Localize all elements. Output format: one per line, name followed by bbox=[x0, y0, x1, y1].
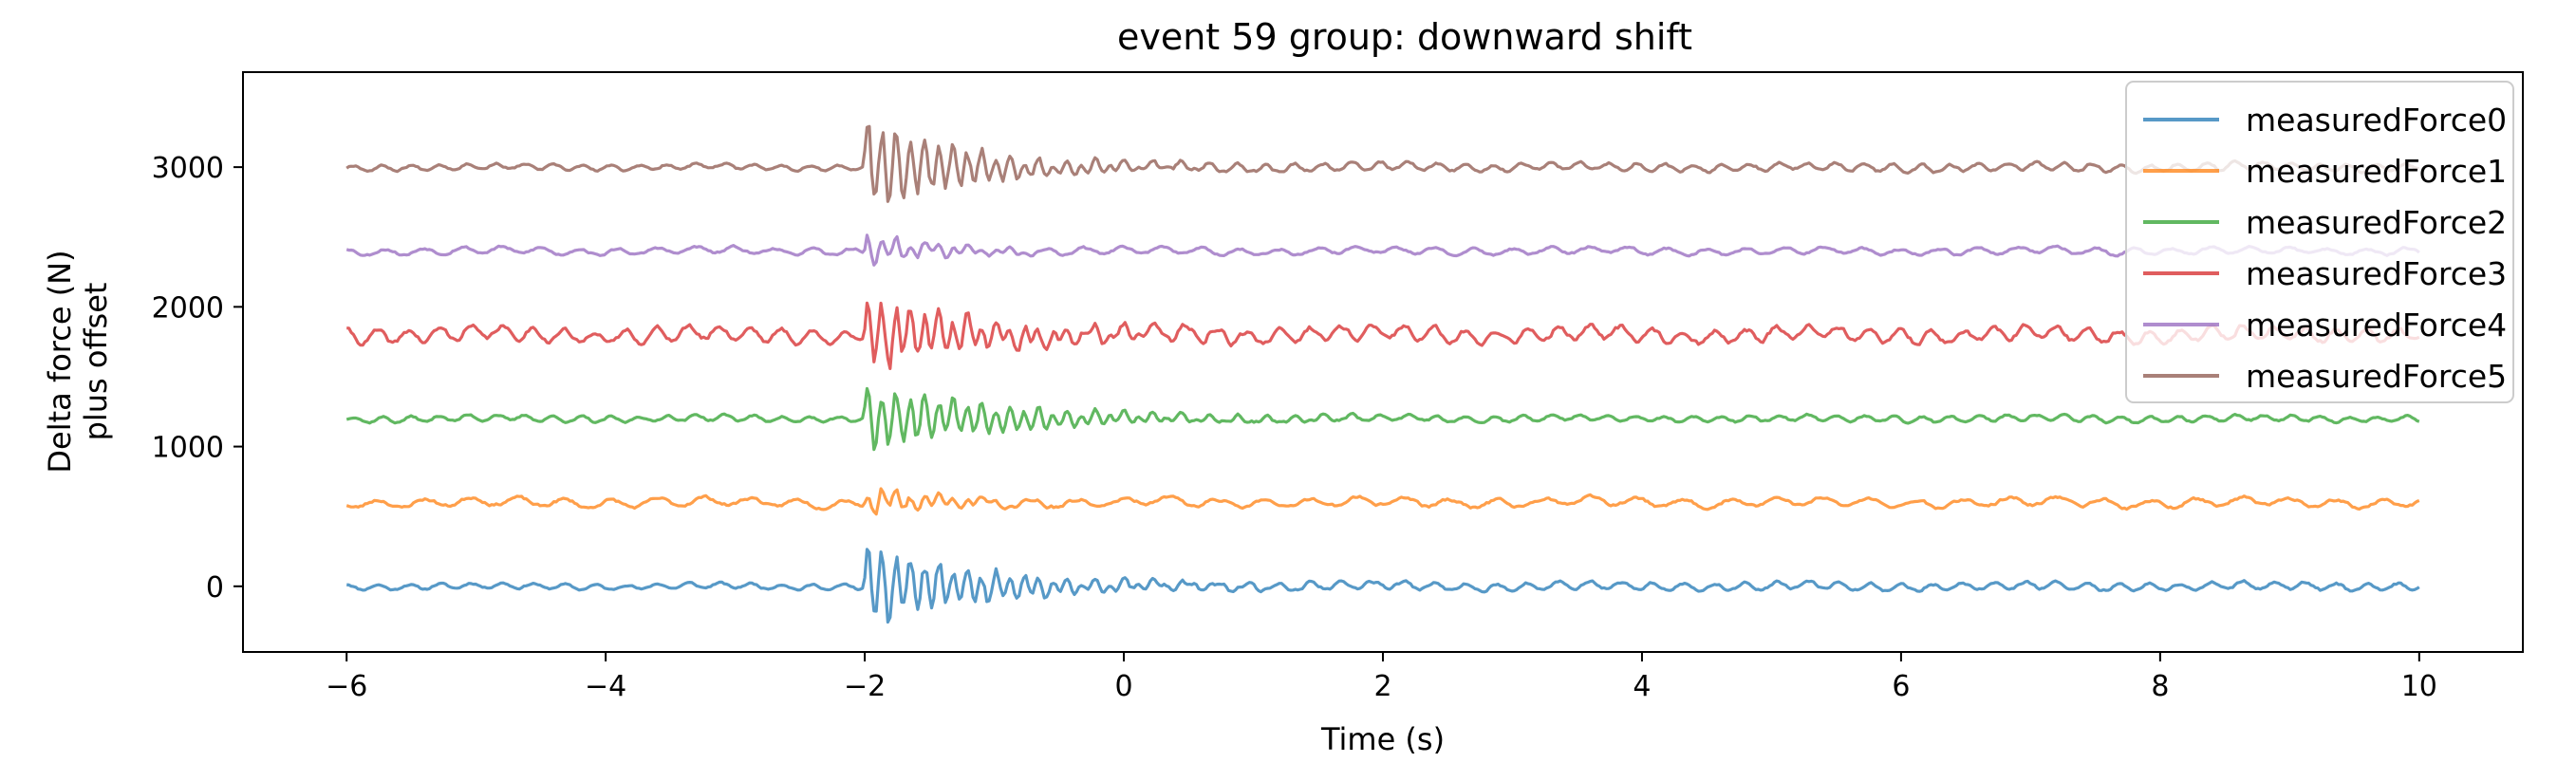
legend-box bbox=[2125, 81, 2514, 403]
y-axis: 0 1000 2000 3000 bbox=[152, 152, 243, 605]
x-tick-label: 6 bbox=[1892, 670, 1910, 703]
legend-items: measuredForce0 measuredForce1 measuredForc… bbox=[2143, 102, 2507, 395]
x-tick-label: 8 bbox=[2151, 670, 2169, 703]
legend: measuredForce0 measuredForce1 measuredForc… bbox=[2125, 81, 2514, 403]
x-tick-label: −6 bbox=[326, 670, 367, 703]
legend-entry: measuredForce1 bbox=[2246, 153, 2507, 190]
series-layer bbox=[345, 124, 2420, 624]
x-tick-label: 10 bbox=[2401, 670, 2437, 703]
legend-entry: measuredForce4 bbox=[2246, 307, 2507, 344]
x-axis: −6 −4 −2 0 2 4 6 8 10 bbox=[326, 652, 2437, 703]
y-axis-label-line2: plus offset bbox=[78, 283, 114, 441]
series-line-measuredForce0 bbox=[346, 548, 2420, 624]
x-tick-label: −2 bbox=[844, 670, 886, 703]
y-tick-label: 0 bbox=[206, 571, 224, 605]
legend-entry: measuredForce0 bbox=[2246, 102, 2507, 139]
series-line-measuredForce1 bbox=[345, 487, 2420, 516]
legend-entry: measuredForce2 bbox=[2246, 204, 2507, 241]
series-line-measuredForce5 bbox=[345, 124, 2419, 203]
y-tick-label: 1000 bbox=[152, 432, 224, 465]
y-axis-label-line1: Delta force (N) bbox=[42, 250, 78, 473]
chart-title: event 59 group: downward shift bbox=[1117, 16, 1692, 58]
x-tick-label: 0 bbox=[1114, 670, 1132, 703]
x-tick-label: 2 bbox=[1373, 670, 1391, 703]
series-line-measuredForce2 bbox=[345, 386, 2420, 452]
y-axis-label-group: Delta force (N) plus offset bbox=[42, 250, 114, 473]
y-tick-label: 3000 bbox=[152, 152, 224, 185]
series-line-measuredForce3 bbox=[346, 301, 2420, 370]
legend-entry: measuredForce5 bbox=[2246, 358, 2507, 395]
series-line-measuredForce4 bbox=[345, 233, 2420, 267]
x-tick-label: −4 bbox=[585, 670, 626, 703]
y-tick-label: 2000 bbox=[152, 291, 224, 325]
legend-entry: measuredForce3 bbox=[2246, 255, 2507, 292]
x-tick-label: 4 bbox=[1633, 670, 1651, 703]
x-axis-label: Time (s) bbox=[1320, 721, 1445, 757]
